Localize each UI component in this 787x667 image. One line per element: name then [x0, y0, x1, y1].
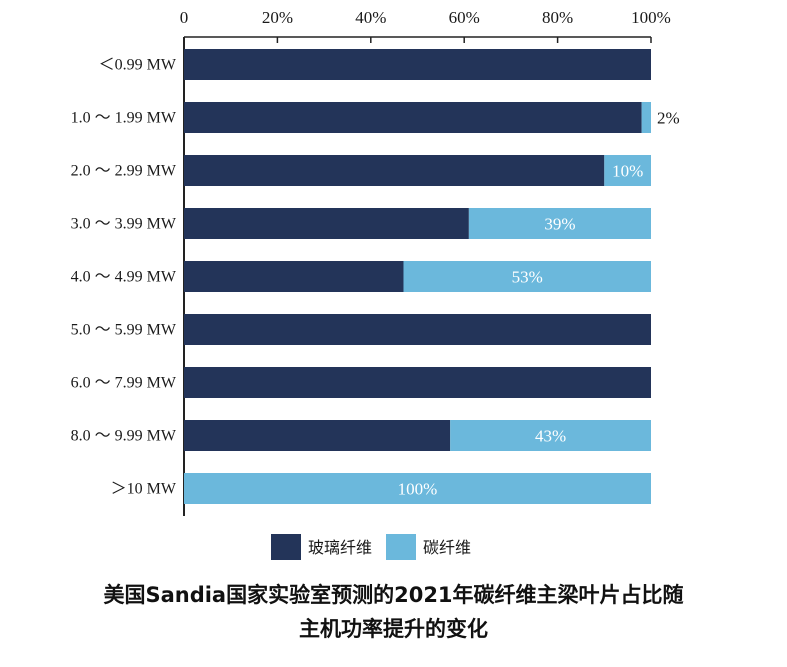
- bar-carbon-fiber: [604, 155, 651, 186]
- category-label: 3.0 ～ 3.99 MW: [71, 216, 177, 233]
- chart-caption-line-2: 主机功率提升的变化: [299, 617, 488, 641]
- bar-carbon-fiber: [403, 261, 651, 292]
- x-tick-label: 100%: [631, 8, 671, 27]
- data-label: 100%: [398, 480, 438, 499]
- x-tick-label: 80%: [542, 8, 573, 27]
- bar-carbon-fiber: [641, 102, 651, 133]
- x-tick-label: 0: [180, 8, 189, 27]
- bar-glass-fiber: [184, 367, 651, 398]
- bar-carbon-fiber: [184, 473, 651, 504]
- legend-label-carbon-fiber: 碳纤维: [423, 538, 471, 557]
- category-label: 6.0 ～ 7.99 MW: [71, 375, 177, 392]
- bar-glass-fiber: [184, 261, 404, 292]
- data-label: 43%: [535, 427, 566, 446]
- legend-swatch-glass-fiber: [271, 534, 301, 560]
- category-label: ＜0.99 MW: [99, 57, 177, 74]
- bar-glass-fiber: [184, 49, 651, 80]
- category-label: 2.0 ～ 2.99 MW: [71, 163, 177, 180]
- chart-caption-line-1: 美国Sandia国家实验室预测的2021年碳纤维主梁叶片占比随: [103, 583, 684, 607]
- x-tick-label: 40%: [355, 8, 386, 27]
- bar-glass-fiber: [184, 102, 642, 133]
- labels: ＜0.99 MW 1.0 ～ 1.99 MW 2% 2.0 ～ 2.99 MW 10% 3…: [71, 57, 680, 499]
- axes: 0 20% 40% 60% 80% 100%: [180, 8, 671, 516]
- category-label: 5.0 ～ 5.99 MW: [71, 322, 177, 339]
- bar-carbon-fiber: [468, 208, 651, 239]
- legend: 玻璃纤维 碳纤维: [271, 534, 471, 560]
- bars: [184, 49, 651, 504]
- data-label: 2%: [657, 109, 680, 128]
- category-label: 1.0 ～ 1.99 MW: [71, 110, 177, 127]
- bar-carbon-fiber: [450, 420, 651, 451]
- bar-glass-fiber: [184, 155, 605, 186]
- category-label: 4.0 ～ 4.99 MW: [71, 269, 177, 286]
- x-tick-label: 20%: [262, 8, 293, 27]
- data-label: 53%: [512, 268, 543, 287]
- x-tick-label: 60%: [449, 8, 480, 27]
- bar-glass-fiber: [184, 314, 651, 345]
- category-label: ＞10 MW: [111, 481, 177, 498]
- legend-label-glass-fiber: 玻璃纤维: [308, 538, 372, 557]
- bar-glass-fiber: [184, 208, 469, 239]
- data-label: 10%: [612, 162, 643, 181]
- bar-glass-fiber: [184, 420, 451, 451]
- legend-swatch-carbon-fiber: [386, 534, 416, 560]
- category-label: 8.0 ～ 9.99 MW: [71, 428, 177, 445]
- data-label: 39%: [544, 215, 575, 234]
